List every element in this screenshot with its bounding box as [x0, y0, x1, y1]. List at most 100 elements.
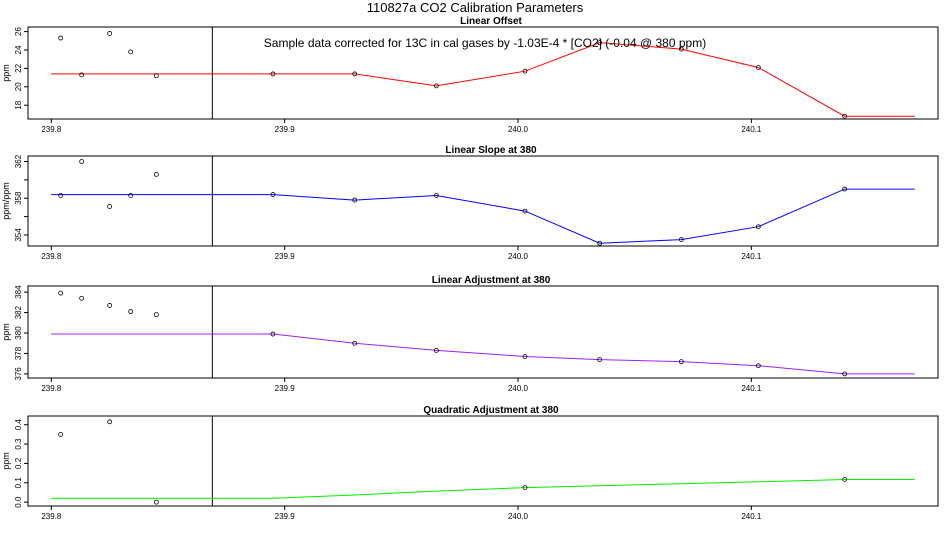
y-tick-label: 26 — [14, 27, 23, 36]
scatter-point — [58, 290, 64, 296]
x-tick-label: 239.9 — [275, 125, 296, 134]
x-tick-label: 239.9 — [275, 252, 296, 261]
data-point — [270, 331, 276, 337]
y-tick-label: 18 — [14, 100, 23, 109]
y-tick-label: 354 — [14, 228, 23, 242]
y-tick-label: 0.0 — [14, 496, 23, 508]
x-tick-label: 240.0 — [508, 252, 529, 261]
data-point — [755, 224, 761, 230]
data-point — [755, 65, 761, 70]
x-tick-label: 240.1 — [741, 384, 762, 393]
series-line — [51, 479, 915, 499]
data-point — [842, 113, 848, 119]
y-tick-label: 0.2 — [14, 457, 23, 469]
plot-title: Linear Offset — [460, 16, 522, 27]
y-axis-label: ppm — [1, 323, 11, 341]
y-tick-label: 24 — [14, 45, 23, 54]
y-tick-label: 380 — [14, 326, 23, 340]
scatter-point — [128, 193, 134, 198]
plot-annotation: Sample data corrected for 13C in cal gas… — [264, 36, 706, 50]
scatter-point — [153, 499, 159, 505]
x-tick-label: 240.0 — [508, 512, 529, 521]
data-point — [678, 46, 684, 52]
x-tick-label: 239.8 — [41, 125, 62, 134]
plot-panel-2: Linear Slope at 380 354 358 362 ppm/ppm 239.8… — [1, 145, 939, 261]
x-tick-label: 239.9 — [275, 512, 296, 521]
series-line — [51, 188, 915, 244]
scatter-point — [107, 303, 113, 308]
plot-frame — [27, 26, 939, 120]
x-tick-label: 240.0 — [508, 384, 529, 393]
data-point — [522, 68, 528, 74]
data-point — [352, 197, 358, 203]
plot-frame — [27, 155, 939, 247]
data-point — [842, 186, 848, 192]
page-title: 110827a CO2 Calibration Parameters — [366, 0, 584, 15]
data-point — [597, 240, 603, 246]
scatter-point — [107, 31, 113, 36]
scatter-point — [79, 295, 85, 301]
scatter-point — [58, 431, 64, 437]
data-point — [433, 83, 439, 89]
data-point — [597, 40, 603, 46]
scatter-point — [58, 193, 64, 198]
plot-panel-3: Linear Adjustment at 380 376 378 380 382 384 p… — [1, 275, 939, 393]
series-line — [51, 42, 915, 117]
y-tick-label: 382 — [14, 305, 23, 319]
y-tick-label: 22 — [14, 63, 23, 72]
y-tick-label: 0.1 — [14, 477, 23, 489]
y-tick-label: 0.4 — [14, 419, 23, 431]
x-tick-label: 239.9 — [275, 384, 296, 393]
x-tick-label: 240.1 — [741, 252, 762, 261]
data-point — [678, 359, 684, 365]
scatter-point — [107, 419, 113, 425]
data-point — [433, 193, 439, 198]
scatter-point — [58, 35, 64, 41]
data-point — [433, 347, 439, 353]
data-point — [755, 363, 761, 369]
x-tick-label: 240.1 — [741, 125, 762, 134]
scatter-point — [79, 72, 85, 78]
x-tick-label: 239.8 — [41, 512, 62, 521]
data-point — [270, 71, 276, 77]
x-tick-label: 239.8 — [41, 252, 62, 261]
series-line — [51, 333, 915, 375]
y-tick-label: 20 — [14, 82, 23, 91]
y-tick-label: 358 — [14, 191, 23, 205]
data-point — [522, 485, 528, 491]
y-axis-label: ppm — [1, 64, 11, 82]
x-tick-label: 240.0 — [508, 125, 529, 134]
y-tick-label: 0.3 — [14, 438, 23, 450]
data-point — [842, 371, 848, 377]
plot-title: Linear Slope at 380 — [445, 145, 537, 156]
scatter-point — [107, 204, 113, 209]
y-axis-label: ppm/ppm — [1, 182, 11, 220]
scatter-point — [79, 159, 85, 164]
y-tick-label: 376 — [14, 367, 23, 381]
plot-panel-1: Linear Offset 18 20 22 24 26 ppm 239.8 239.9 240.… — [1, 16, 939, 134]
data-point — [522, 208, 528, 214]
plot-title: Quadratic Adjustment at 380 — [423, 405, 559, 416]
data-point — [352, 71, 358, 77]
data-point — [842, 477, 848, 482]
scatter-point — [128, 49, 134, 55]
data-point — [270, 192, 276, 197]
data-point — [597, 357, 603, 363]
plot-frame — [27, 285, 939, 379]
data-point — [522, 354, 528, 359]
plot-frame — [27, 415, 939, 507]
y-axis-label: ppm — [1, 452, 11, 470]
y-tick-label: 384 — [14, 285, 23, 299]
scatter-point — [128, 309, 134, 314]
plot-panel-4: Quadratic Adjustment at 380 0.0 0.1 0.2 0.3 0… — [1, 405, 939, 521]
data-point — [678, 237, 684, 242]
scatter-point — [153, 171, 159, 177]
data-point — [352, 340, 358, 346]
scatter-point — [153, 73, 159, 79]
scatter-point — [153, 312, 159, 318]
x-tick-label: 240.1 — [741, 512, 762, 521]
y-tick-label: 378 — [14, 346, 23, 360]
y-tick-label: 362 — [14, 154, 23, 168]
plot-title: Linear Adjustment at 380 — [432, 275, 551, 286]
